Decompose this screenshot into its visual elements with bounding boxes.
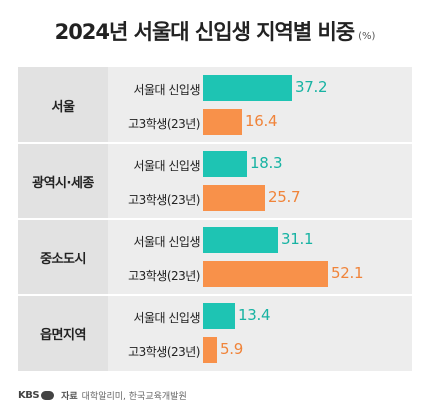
series-label: 서울대 신입생 <box>133 159 200 173</box>
group-label: 중소도시 <box>18 219 108 295</box>
group-separator <box>18 294 412 296</box>
series-label: 서울대 신입생 <box>133 311 200 325</box>
bar <box>203 227 278 253</box>
group-label: 광역시·세종 <box>18 143 108 219</box>
footer: KBS 자료 대학알리미, 한국교육개발원 <box>18 389 187 402</box>
data-label: 31.1 <box>281 230 314 248</box>
bar <box>203 303 235 329</box>
group-label: 읍면지역 <box>18 295 108 371</box>
source-text: 대학알리미, 한국교육개발원 <box>81 392 187 402</box>
data-label: 37.2 <box>295 78 328 96</box>
bar <box>203 75 292 101</box>
series-label: 고3학생(23년) <box>128 269 200 283</box>
kbs-logo-mark-icon <box>41 391 55 400</box>
series-label: 고3학생(23년) <box>128 117 200 131</box>
kbs-logo: KBS <box>18 390 40 401</box>
data-label: 52.1 <box>331 264 364 282</box>
data-label: 5.9 <box>220 340 243 358</box>
data-label: 25.7 <box>268 188 301 206</box>
bar <box>203 109 242 135</box>
bar <box>203 185 265 211</box>
data-label: 13.4 <box>238 306 271 324</box>
chart-title-row: 2024년 서울대 신입생 지역별 비중 (%) <box>0 16 430 46</box>
group-separator <box>18 218 412 220</box>
series-label: 서울대 신입생 <box>133 235 200 249</box>
series-label: 고3학생(23년) <box>128 345 200 359</box>
bar <box>203 151 247 177</box>
series-label: 서울대 신입생 <box>133 83 200 97</box>
group-label: 서울 <box>18 67 108 143</box>
data-label: 18.3 <box>250 154 283 172</box>
chart-unit: (%) <box>358 31 376 42</box>
series-label: 고3학생(23년) <box>128 193 200 207</box>
bar <box>203 261 328 287</box>
group-separator <box>18 142 412 144</box>
bar <box>203 337 217 363</box>
data-label: 16.4 <box>245 112 278 130</box>
chart-title: 2024년 서울대 신입생 지역별 비중 <box>54 20 356 44</box>
source-label: 자료 <box>61 392 78 402</box>
